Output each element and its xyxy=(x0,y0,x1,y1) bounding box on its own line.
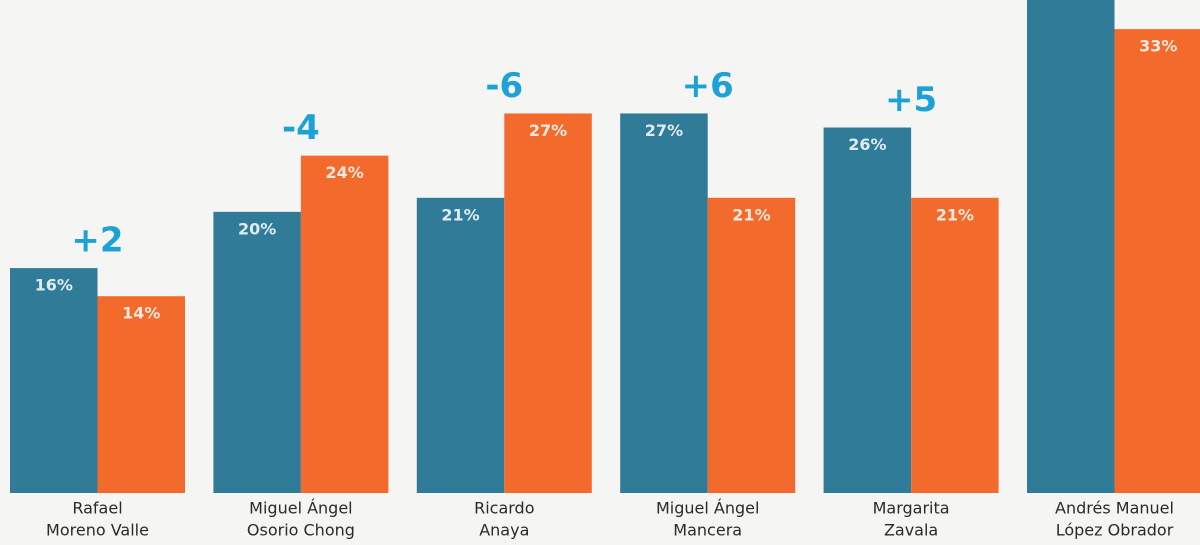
value-label: 21% xyxy=(441,205,479,224)
x-tick-label: Miguel Ángel xyxy=(656,499,759,518)
chart: 16% 14% +2 Rafael Moreno Valle 20% 24% -4 Miguel… xyxy=(0,0,1200,545)
x-tick-label: Osorio Chong xyxy=(247,521,355,540)
bar xyxy=(301,156,389,493)
difference-label: +5 xyxy=(885,80,937,120)
plot-area xyxy=(10,0,1200,493)
value-label: 20% xyxy=(238,219,276,238)
bar xyxy=(98,296,186,493)
bar xyxy=(417,198,505,493)
difference-label: +6 xyxy=(682,66,734,106)
value-label: 26% xyxy=(848,135,886,154)
difference-label: +2 xyxy=(71,221,123,261)
x-tick-label: Rafael xyxy=(72,499,122,518)
x-tick-label: Zavala xyxy=(884,521,938,540)
x-tick-label: Anaya xyxy=(479,521,529,540)
page: 16% 14% +2 Rafael Moreno Valle 20% 24% -4 Miguel… xyxy=(0,0,1200,545)
x-tick-label: Andrés Manuel xyxy=(1055,499,1174,518)
bar xyxy=(1115,29,1200,493)
value-label: 21% xyxy=(936,205,974,224)
x-tick-label: Miguel Ángel xyxy=(249,499,352,518)
bar xyxy=(213,212,301,493)
bar xyxy=(911,198,999,493)
x-tick-label: Mancera xyxy=(673,521,742,540)
value-label: 24% xyxy=(326,163,364,182)
value-label: 27% xyxy=(529,121,567,140)
value-label: 27% xyxy=(645,121,683,140)
bar xyxy=(620,113,708,493)
bar xyxy=(10,268,98,493)
value-label: 21% xyxy=(732,205,770,224)
x-tick-label: Margarita xyxy=(873,499,950,518)
bar xyxy=(708,198,796,493)
x-tick-label: López Obrador xyxy=(1056,521,1174,540)
x-tick-label: Ricardo xyxy=(474,499,534,518)
value-label: 14% xyxy=(122,304,160,323)
x-tick-label: Moreno Valle xyxy=(46,521,149,540)
difference-label: -6 xyxy=(485,66,523,106)
bar xyxy=(824,128,912,493)
bar xyxy=(1027,0,1115,493)
difference-label: -4 xyxy=(282,108,320,148)
value-label: 33% xyxy=(1139,37,1177,56)
bar xyxy=(504,113,592,493)
value-label: 16% xyxy=(35,276,73,295)
